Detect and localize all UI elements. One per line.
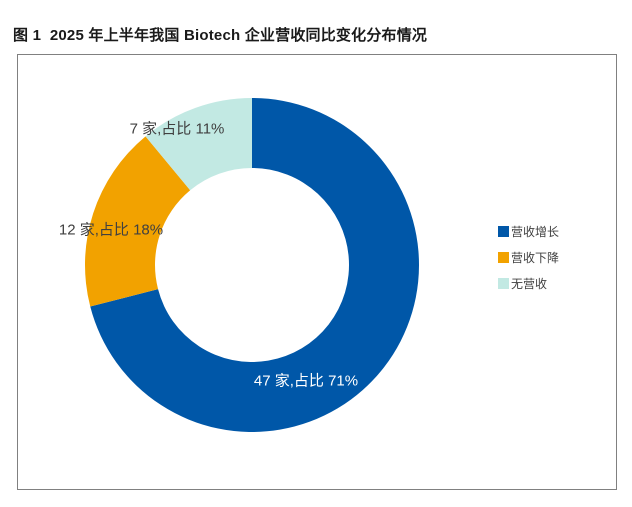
legend-label: 营收下降 — [511, 250, 560, 265]
legend: 营收增长 营收下降 无营收 — [498, 223, 559, 291]
donut-slice-0 — [90, 98, 420, 433]
legend-label: 营收增长 — [511, 224, 560, 239]
donut-chart — [85, 98, 420, 433]
chart-area: 47 家,占比 71% 12 家,占比 18% 7 家,占比 11% 营收增长 … — [17, 54, 617, 490]
donut-slice-1 — [85, 136, 191, 307]
legend-item-revenue-growth: 营收增长 — [498, 223, 559, 239]
figure-title: 图 1 2025 年上半年我国 Biotech 企业营收同比变化分布情况 — [13, 27, 428, 44]
legend-item-no-revenue: 无营收 — [498, 275, 559, 291]
data-label-revenue-growth: 47 家,占比 71% — [253, 372, 359, 390]
legend-swatch-icon — [498, 277, 509, 289]
legend-item-revenue-decline: 营收下降 — [498, 249, 559, 265]
legend-swatch-icon — [498, 251, 509, 263]
data-label-revenue-decline: 12 家,占比 18% — [58, 221, 164, 239]
data-label-no-revenue: 7 家,占比 11% — [129, 120, 225, 138]
legend-label: 无营收 — [511, 276, 548, 291]
legend-swatch-icon — [498, 225, 509, 237]
donut-slice-2 — [145, 98, 252, 191]
